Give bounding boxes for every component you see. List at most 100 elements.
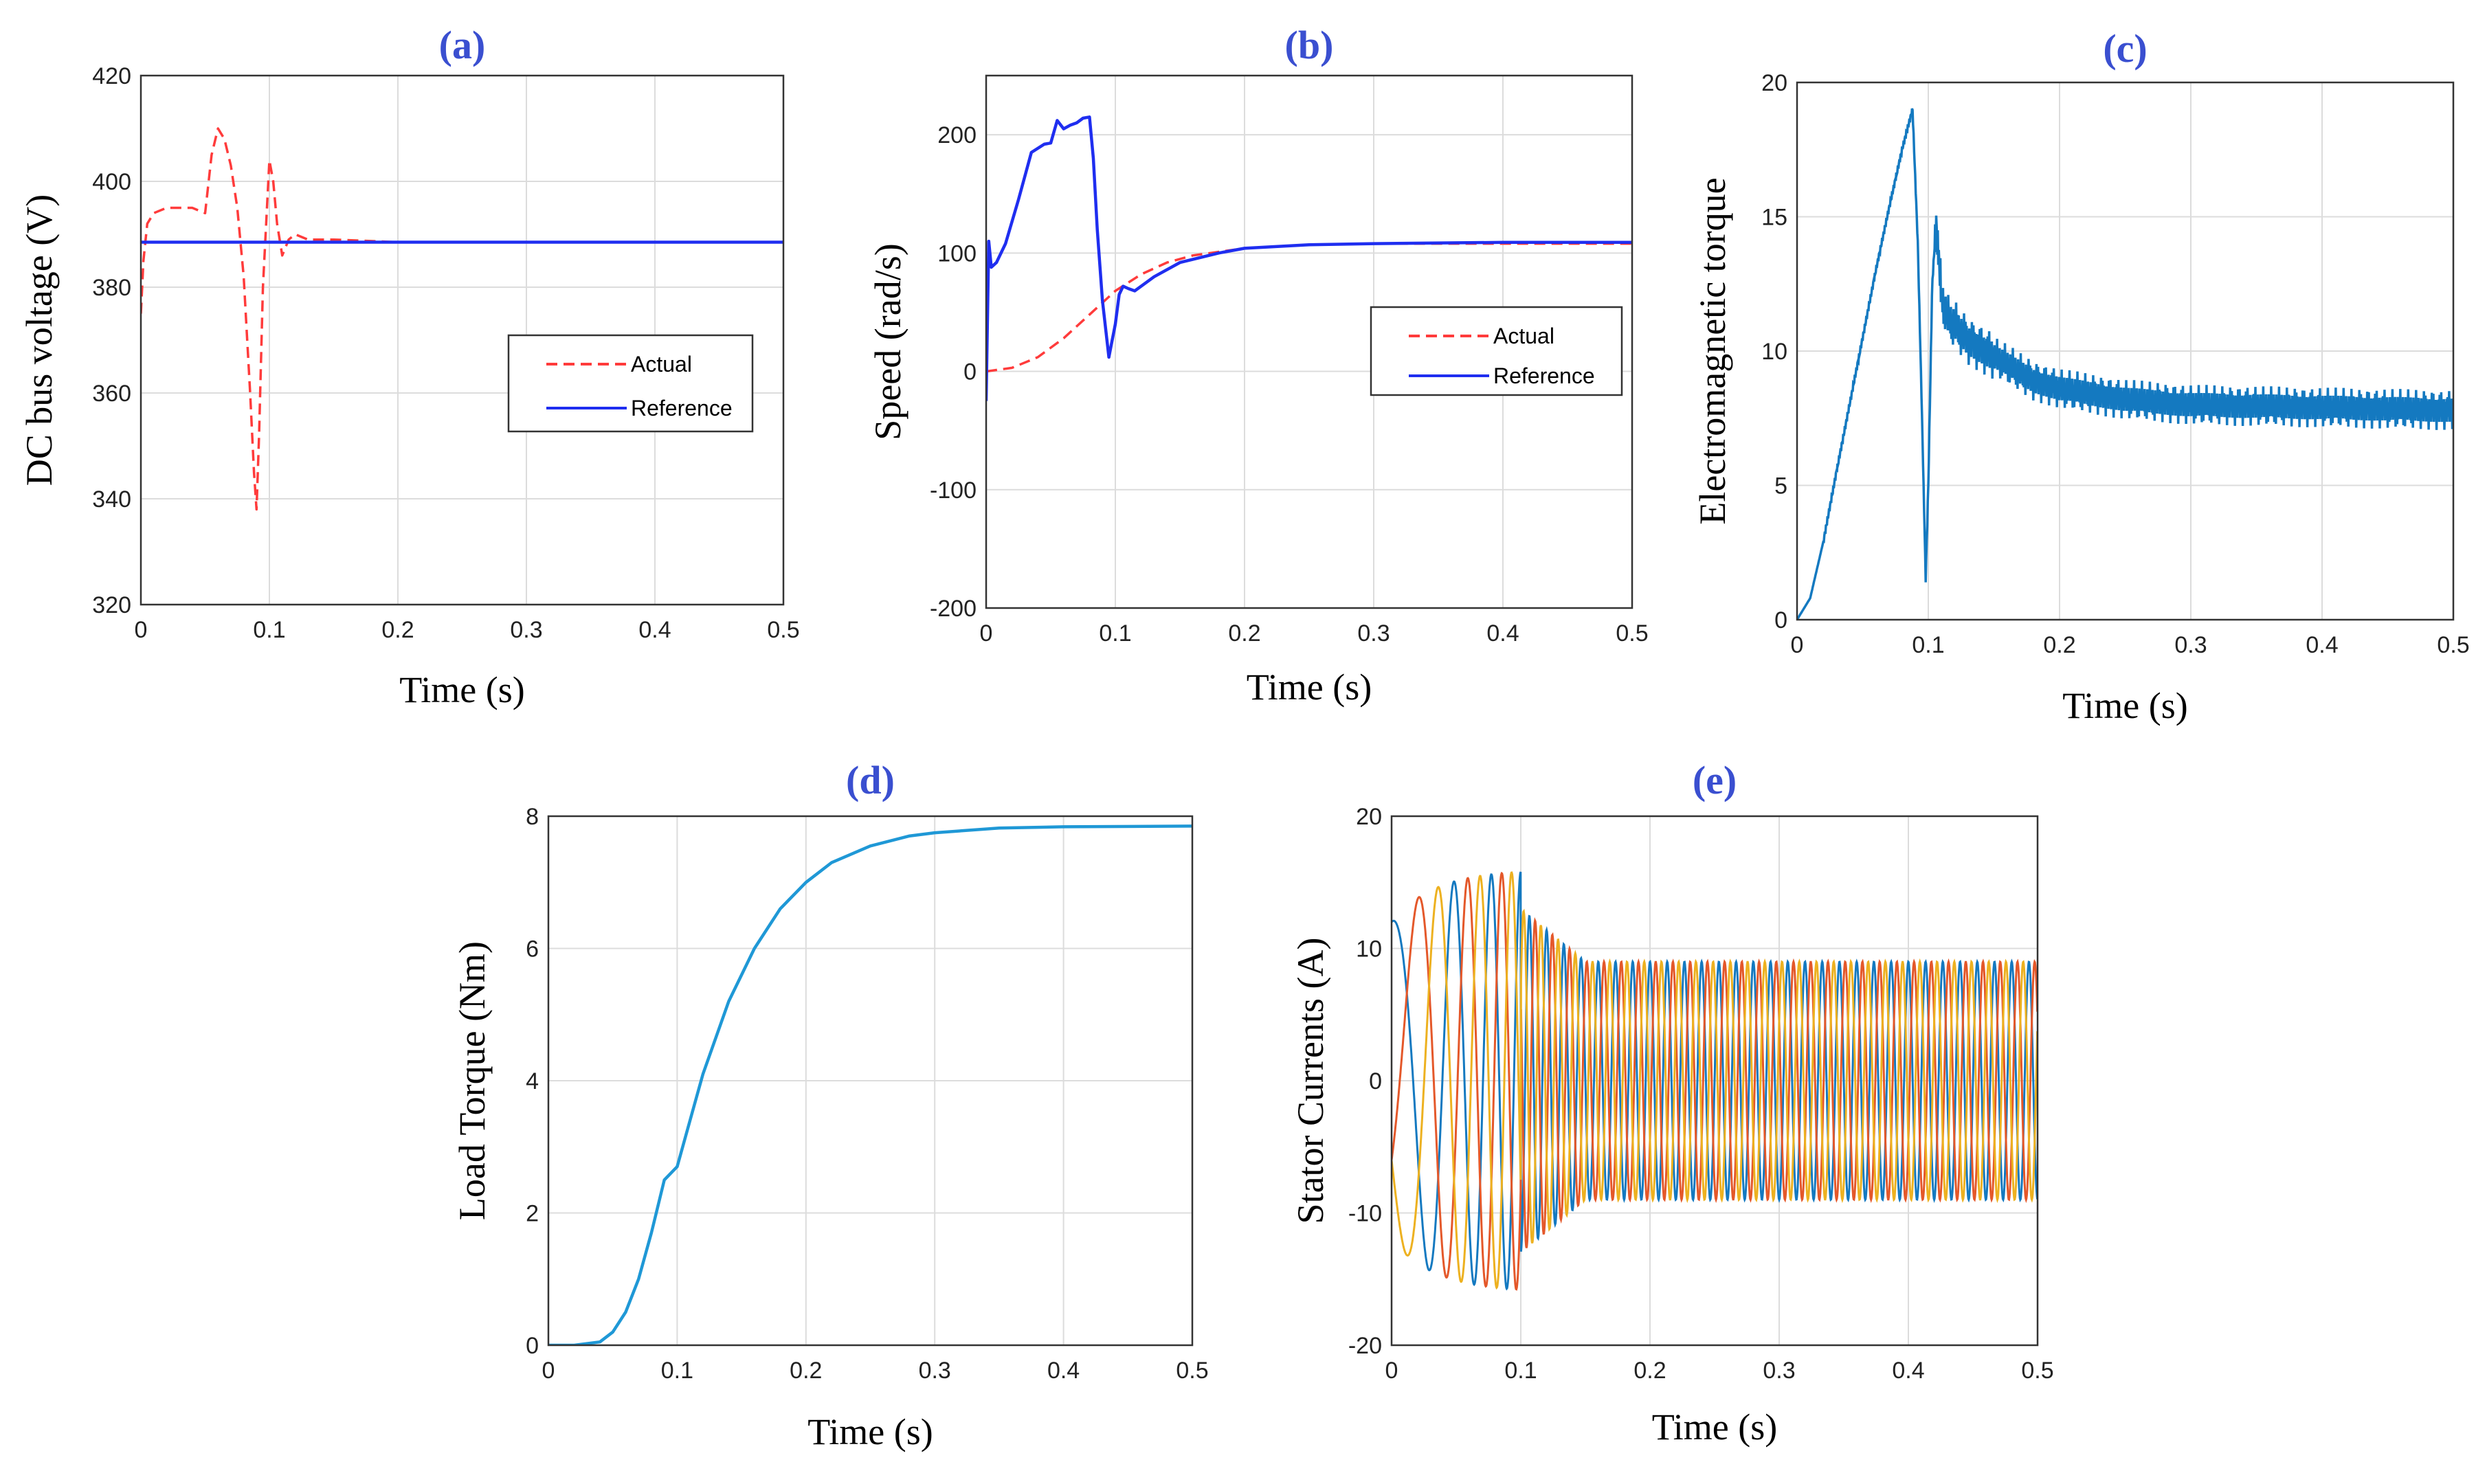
y-axis-label: Stator Currents (A) [1290,938,1331,1224]
axes-frame [140,74,785,606]
legend-label: Reference [631,396,733,420]
y-tick-label: 100 [937,240,977,267]
y-tick-label: 15 [1761,205,1787,231]
y-axis-label: Electromagnetic torque [1692,177,1733,524]
x-tick-label: 0.5 [1616,620,1648,647]
x-tick-label: 0.1 [253,617,285,643]
chart-a: 0 0.1 0.2 0.3 0.4 0.5 320 340 360 380 400 420 Actual… [19,23,800,710]
y-axis-label: Speed (rad/s) [867,243,908,440]
series-line-phase-1 [1392,871,2038,1291]
x-tick-label: 0.1 [661,1358,693,1384]
series-line-load-torque [548,824,1192,1345]
y-tick-label: -10 [1348,1201,1382,1227]
series-line-torque [1797,108,2453,620]
legend: Actual Reference [507,334,754,433]
x-tick-label: 0.3 [1763,1358,1795,1384]
panel-title: (e) [1693,758,1737,802]
x-tick-label: 0 [135,617,148,643]
y-tick-label: 0 [526,1333,539,1359]
x-tick-label: 0.1 [1912,632,1944,658]
x-tick-label: 0.1 [1099,620,1131,647]
series-group [548,824,1192,1345]
axes-frame [985,74,1633,609]
x-tick-label: 0.5 [2437,632,2469,658]
y-tick-label: 10 [1761,339,1787,365]
y-tick-label: 4 [526,1068,539,1094]
y-tick-label: 0 [963,359,977,385]
y-tick-label: 320 [92,592,131,618]
series-group [1797,108,2453,620]
axes-frame [547,815,1194,1347]
panel-title: (b) [1285,23,1334,67]
chart-d: 0 0.1 0.2 0.3 0.4 0.5 0 2 4 6 8 (d) Time (s) Load Tor… [451,758,1209,1452]
panel-title: (d) [846,758,895,802]
y-axis-label: Load Torque (Nm) [451,941,493,1220]
y-tick-label: 6 [526,936,539,963]
legend-label: Actual [631,352,692,376]
legend-box [507,334,754,433]
axes-frame [1796,81,2455,621]
series-group [141,127,783,511]
y-tick-label: -100 [930,477,977,504]
y-tick-label: -20 [1348,1333,1382,1359]
x-tick-label: 0.2 [2043,632,2075,658]
x-tick-label: 0.3 [919,1358,951,1384]
y-tick-label: 2 [526,1201,539,1227]
series-group [986,115,1632,401]
x-tick-label: 0.3 [1357,620,1390,647]
panel-title: (a) [439,23,486,67]
x-tick-label: 0 [1791,632,1804,658]
series-line-phase-3 [1392,871,2038,1290]
x-tick-label: 0.5 [2021,1358,2053,1384]
y-tick-label: 340 [92,486,131,513]
y-tick-label: 20 [1761,70,1787,96]
x-axis-label: Time (s) [399,669,525,710]
panel-title: (c) [2103,26,2147,71]
legend-box [1370,306,1623,396]
x-tick-label: 0.2 [381,617,414,643]
x-tick-label: 0 [542,1358,555,1384]
x-tick-label: 0.5 [767,617,799,643]
y-tick-label: 380 [92,275,131,301]
chart-b: 0 0.1 0.2 0.3 0.4 0.5 -200 -100 0 100 200 Actual Ref… [867,23,1649,708]
x-tick-label: 0.5 [1176,1358,1208,1384]
x-tick-label: 0.3 [2174,632,2207,658]
y-tick-label: 0 [1774,607,1787,633]
y-axis-label: DC bus voltage (V) [19,194,60,486]
x-tick-label: 0.4 [2306,632,2338,658]
series-group [1392,871,2038,1291]
y-tick-label: 10 [1356,936,1382,963]
x-tick-label: 0.4 [1892,1358,1924,1384]
x-tick-label: 0.1 [1504,1358,1537,1384]
x-tick-label: 0.3 [510,617,542,643]
series-line-reference [986,115,1632,401]
y-tick-label: -200 [930,596,977,622]
legend: Actual Reference [1370,306,1623,396]
y-tick-label: 8 [526,804,539,830]
legend-label: Actual [1493,324,1554,348]
x-tick-label: 0.2 [1633,1358,1666,1384]
x-axis-label: Time (s) [2062,685,2188,726]
x-tick-label: 0 [980,620,993,647]
y-tick-label: 420 [92,63,131,89]
x-tick-label: 0.2 [1228,620,1260,647]
legend-label: Reference [1493,363,1595,388]
x-tick-label: 0 [1385,1358,1398,1384]
series-line-actual [141,127,783,511]
x-tick-label: 0.4 [638,617,671,643]
chart-e: 0 0.1 0.2 0.3 0.4 0.5 -20 -10 0 10 20 (e) Time (s) St… [1290,758,2054,1448]
y-tick-label: 0 [1369,1068,1382,1094]
y-tick-label: 20 [1356,804,1382,830]
x-tick-label: 0.4 [1047,1358,1080,1384]
x-tick-label: 0.2 [790,1358,822,1384]
y-tick-label: 400 [92,169,131,195]
x-axis-label: Time (s) [807,1411,933,1452]
x-axis-label: Time (s) [1247,666,1372,708]
axes-frame [1390,815,2039,1347]
y-tick-label: 200 [937,122,977,148]
x-axis-label: Time (s) [1652,1406,1778,1448]
chart-c: 0 0.1 0.2 0.3 0.4 0.5 0 5 10 15 20 (c) Time (s) Elect… [1692,26,2470,726]
y-tick-label: 5 [1774,473,1787,499]
x-tick-label: 0.4 [1486,620,1519,647]
